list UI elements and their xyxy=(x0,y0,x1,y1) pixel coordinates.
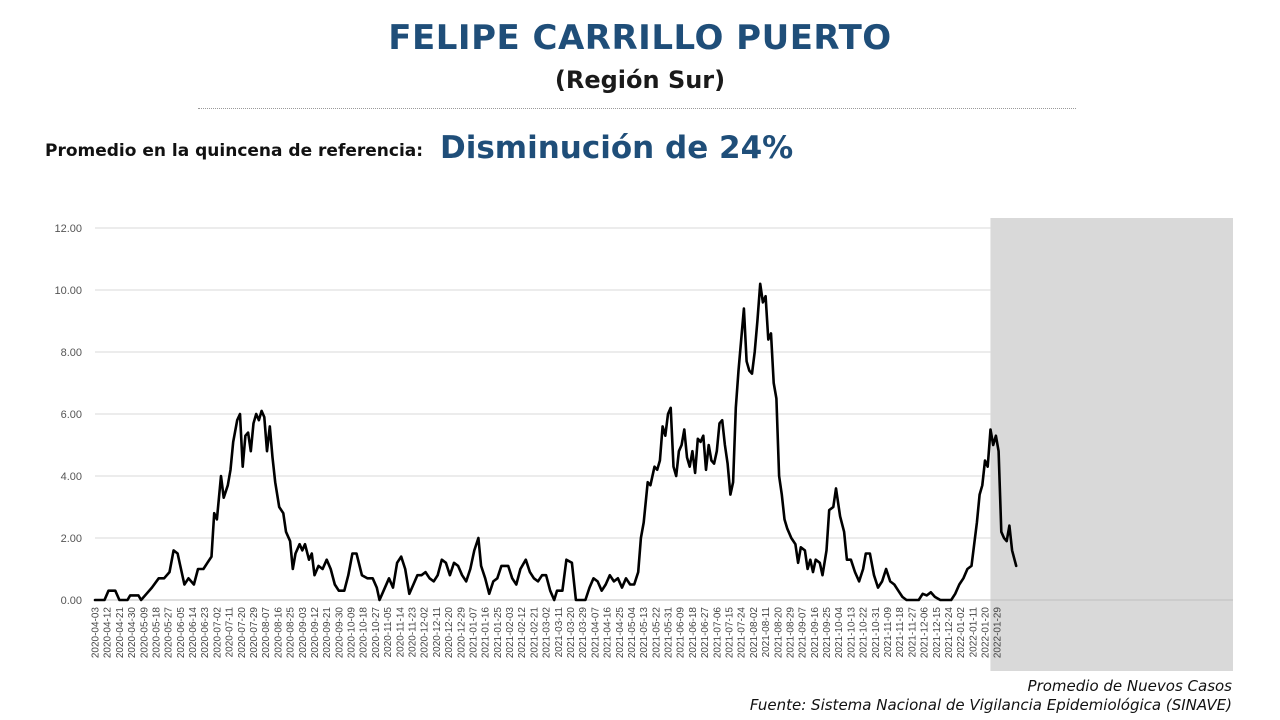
x-tick-label: 2021-08-02 xyxy=(749,607,760,659)
x-tick-label: 2021-11-09 xyxy=(883,607,894,658)
x-tick-label: 2020-04-30 xyxy=(127,607,138,659)
x-tick-label: 2020-08-25 xyxy=(286,607,297,659)
title-divider xyxy=(198,108,1076,109)
x-tick-label: 2020-06-05 xyxy=(176,607,187,659)
x-tick-label: 2021-07-06 xyxy=(712,607,723,659)
x-tick-label: 2021-09-25 xyxy=(822,607,833,659)
x-tick-label: 2021-12-24 xyxy=(944,607,955,659)
reference-period-band xyxy=(990,218,1233,671)
x-tick-label: 2020-09-30 xyxy=(334,607,345,659)
x-tick-label: 2021-02-12 xyxy=(517,607,528,659)
y-tick-label: 4.00 xyxy=(61,471,82,483)
series-note: Promedio de Nuevos Casos xyxy=(1027,677,1232,695)
reference-value: Disminución de 24% xyxy=(440,130,794,166)
x-tick-label: 2021-10-13 xyxy=(846,607,857,659)
x-tick-label: 2020-06-14 xyxy=(188,607,199,659)
x-tick-label: 2020-10-09 xyxy=(347,607,358,659)
y-tick-label: 8.00 xyxy=(61,347,82,359)
x-tick-label: 2020-09-12 xyxy=(310,607,321,659)
reference-label: Promedio en la quincena de referencia: xyxy=(45,141,424,161)
x-tick-label: 2021-05-13 xyxy=(639,607,650,659)
x-tick-label: 2020-07-11 xyxy=(225,607,236,658)
x-tick-label: 2020-12-20 xyxy=(444,607,455,659)
x-tick-label: 2021-04-25 xyxy=(615,607,626,659)
x-tick-label: 2021-10-31 xyxy=(871,607,882,659)
x-tick-label: 2020-11-05 xyxy=(383,607,394,658)
x-tick-label: 2021-11-18 xyxy=(895,607,906,658)
x-tick-label: 2020-05-27 xyxy=(164,607,175,659)
x-tick-label: 2021-04-16 xyxy=(603,607,614,659)
x-tick-label: 2021-12-15 xyxy=(932,607,943,659)
y-tick-label: 0.00 xyxy=(61,595,82,607)
x-tick-label: 2020-04-21 xyxy=(115,607,126,659)
x-tick-label: 2022-01-02 xyxy=(956,607,967,659)
series-line xyxy=(93,282,1018,602)
x-tick-label: 2021-11-27 xyxy=(907,607,918,658)
y-tick-label: 2.00 xyxy=(61,533,82,545)
x-tick-label: 2021-03-29 xyxy=(578,607,589,659)
x-tick-label: 2020-12-02 xyxy=(420,607,431,659)
x-tick-label: 2021-09-16 xyxy=(810,607,821,659)
x-tick-label: 2021-01-16 xyxy=(481,607,492,659)
x-tick-label: 2020-11-14 xyxy=(395,607,406,658)
x-tick-label: 2021-01-25 xyxy=(493,607,504,659)
x-tick-label: 2020-12-11 xyxy=(432,607,443,658)
x-tick-label: 2021-08-29 xyxy=(785,607,796,659)
x-tick-label: 2020-07-20 xyxy=(237,607,248,659)
y-tick-label: 10.00 xyxy=(54,285,82,297)
x-tick-label: 2021-10-04 xyxy=(834,607,845,659)
x-tick-label: 2021-07-24 xyxy=(737,607,748,659)
x-tick-label: 2021-06-09 xyxy=(676,607,687,659)
x-tick-label: 2020-05-18 xyxy=(151,607,162,659)
x-tick-label: 2020-04-03 xyxy=(91,607,102,659)
x-tick-label: 2021-12-06 xyxy=(920,607,931,659)
x-tick-label: 2021-03-02 xyxy=(542,607,553,659)
x-tick-label: 2021-02-03 xyxy=(505,607,516,659)
x-tick-label: 2021-07-15 xyxy=(724,607,735,659)
y-tick-label: 12.00 xyxy=(54,223,82,235)
x-tick-label: 2020-12-29 xyxy=(456,607,467,659)
x-tick-label: 2021-02-21 xyxy=(529,607,540,659)
x-tick-label: 2021-05-04 xyxy=(627,607,638,659)
x-tick-label: 2021-01-07 xyxy=(468,607,479,659)
x-tick-label: 2022-01-29 xyxy=(993,607,1004,659)
source-note: Fuente: Sistema Nacional de Vigilancia E… xyxy=(749,696,1232,714)
y-tick-label: 6.00 xyxy=(61,409,82,421)
x-tick-label: 2020-09-03 xyxy=(298,607,309,659)
x-tick-label: 2020-09-21 xyxy=(322,607,333,659)
x-tick-label: 2021-10-22 xyxy=(859,607,870,659)
x-tick-label: 2021-04-07 xyxy=(590,607,601,659)
x-tick-label: 2021-05-31 xyxy=(664,607,675,659)
x-tick-label: 2022-01-20 xyxy=(981,607,992,659)
x-tick-label: 2021-03-20 xyxy=(566,607,577,659)
x-tick-label: 2021-09-07 xyxy=(798,607,809,659)
page-subtitle: (Región Sur) xyxy=(554,66,726,94)
x-tick-label: 2021-06-27 xyxy=(700,607,711,659)
x-tick-label: 2020-08-07 xyxy=(261,607,272,659)
x-tick-label: 2020-06-23 xyxy=(200,607,211,659)
x-tick-label: 2020-11-23 xyxy=(407,607,418,658)
x-tick-label: 2020-10-27 xyxy=(371,607,382,659)
x-tick-label: 2020-07-29 xyxy=(249,607,260,659)
x-tick-label: 2021-03-11 xyxy=(554,607,565,658)
x-tick-label: 2020-10-18 xyxy=(359,607,370,659)
page-title: FELIPE CARRILLO PUERTO xyxy=(388,18,892,58)
x-tick-label: 2020-07-02 xyxy=(212,607,223,659)
x-tick-label: 2021-08-11 xyxy=(761,607,772,658)
x-tick-label: 2020-05-09 xyxy=(139,607,150,659)
x-tick-label: 2021-05-22 xyxy=(651,607,662,659)
x-tick-label: 2022-01-11 xyxy=(968,607,979,658)
x-tick-label: 2021-08-20 xyxy=(773,607,784,659)
x-tick-label: 2020-04-12 xyxy=(103,607,114,659)
x-tick-label: 2020-08-16 xyxy=(273,607,284,659)
x-tick-label: 2021-06-18 xyxy=(688,607,699,659)
